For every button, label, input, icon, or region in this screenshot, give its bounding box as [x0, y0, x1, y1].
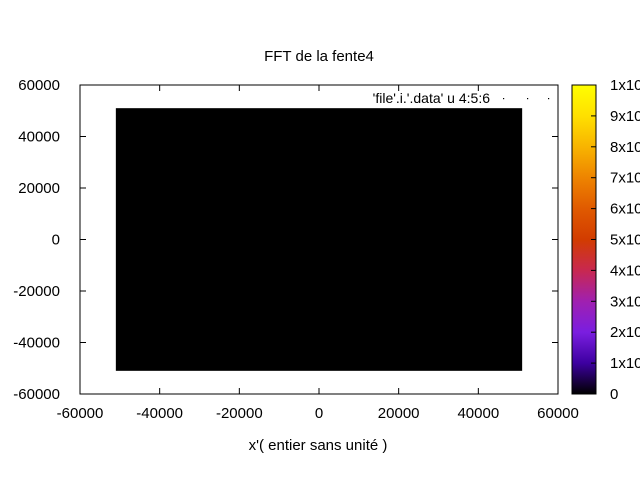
colorbar-tick-label: 1x10 — [610, 355, 640, 372]
y-tick-label: -20000 — [13, 283, 60, 300]
x-tick-label: 0 — [315, 405, 323, 422]
chart-title: FFT de la fente4 — [264, 48, 374, 65]
x-axis-label: x'( entier sans unité ) — [249, 437, 388, 454]
colorbar-tick-label: 7x10 — [610, 170, 640, 187]
heatmap-data-region — [115, 108, 523, 371]
colorbar-ticks: 1x10 9x10 8x10 7x10 6x10 5x10 4x10 3x10 2x10 1x10… — [591, 77, 640, 403]
colorbar-tick-label: 3x10 — [610, 293, 640, 310]
y-tick-label: 40000 — [18, 129, 60, 146]
legend-sample — [503, 98, 550, 100]
colorbar-tick-label: 6x10 — [610, 201, 640, 218]
colorbar-tick-label: 5x10 — [610, 232, 640, 249]
legend-sample-dot — [548, 98, 550, 100]
legend-label: 'file'.i.'.data' u 4:5:6 — [373, 90, 491, 106]
x-axis: -60000 -40000 -20000 0 20000 40000 60000 — [57, 85, 579, 422]
legend-sample-dot — [503, 98, 505, 100]
x-tick-label: -20000 — [216, 405, 263, 422]
y-tick-label: 60000 — [18, 77, 60, 94]
y-tick-label: 0 — [52, 232, 60, 249]
plot-area — [79, 84, 559, 395]
y-tick-label: -60000 — [13, 386, 60, 403]
legend-sample-dot — [527, 98, 529, 100]
x-tick-label: 20000 — [378, 405, 420, 422]
colorbar-tick-label: 4x10 — [610, 262, 640, 279]
colorbar: 1x10 9x10 8x10 7x10 6x10 5x10 4x10 3x10 2x10 1x10… — [571, 77, 640, 403]
y-tick-label: -40000 — [13, 335, 60, 352]
x-tick-label: 40000 — [457, 405, 499, 422]
x-tick-label: 60000 — [537, 405, 579, 422]
colorbar-tick-label: 9x10 — [610, 108, 640, 125]
colorbar-tick-label: 1x10 — [610, 77, 640, 94]
x-tick-label: -60000 — [57, 405, 104, 422]
colorbar-tick-label: 8x10 — [610, 139, 640, 156]
colorbar-tick-label: 2x10 — [610, 324, 640, 341]
y-tick-label: 20000 — [18, 180, 60, 197]
legend: 'file'.i.'.data' u 4:5:6 — [373, 90, 550, 106]
x-tick-label: -40000 — [136, 405, 183, 422]
colorbar-tick-label: 0 — [610, 386, 618, 403]
y-axis: 60000 40000 20000 0 -20000 -40000 -60000 — [13, 77, 558, 403]
